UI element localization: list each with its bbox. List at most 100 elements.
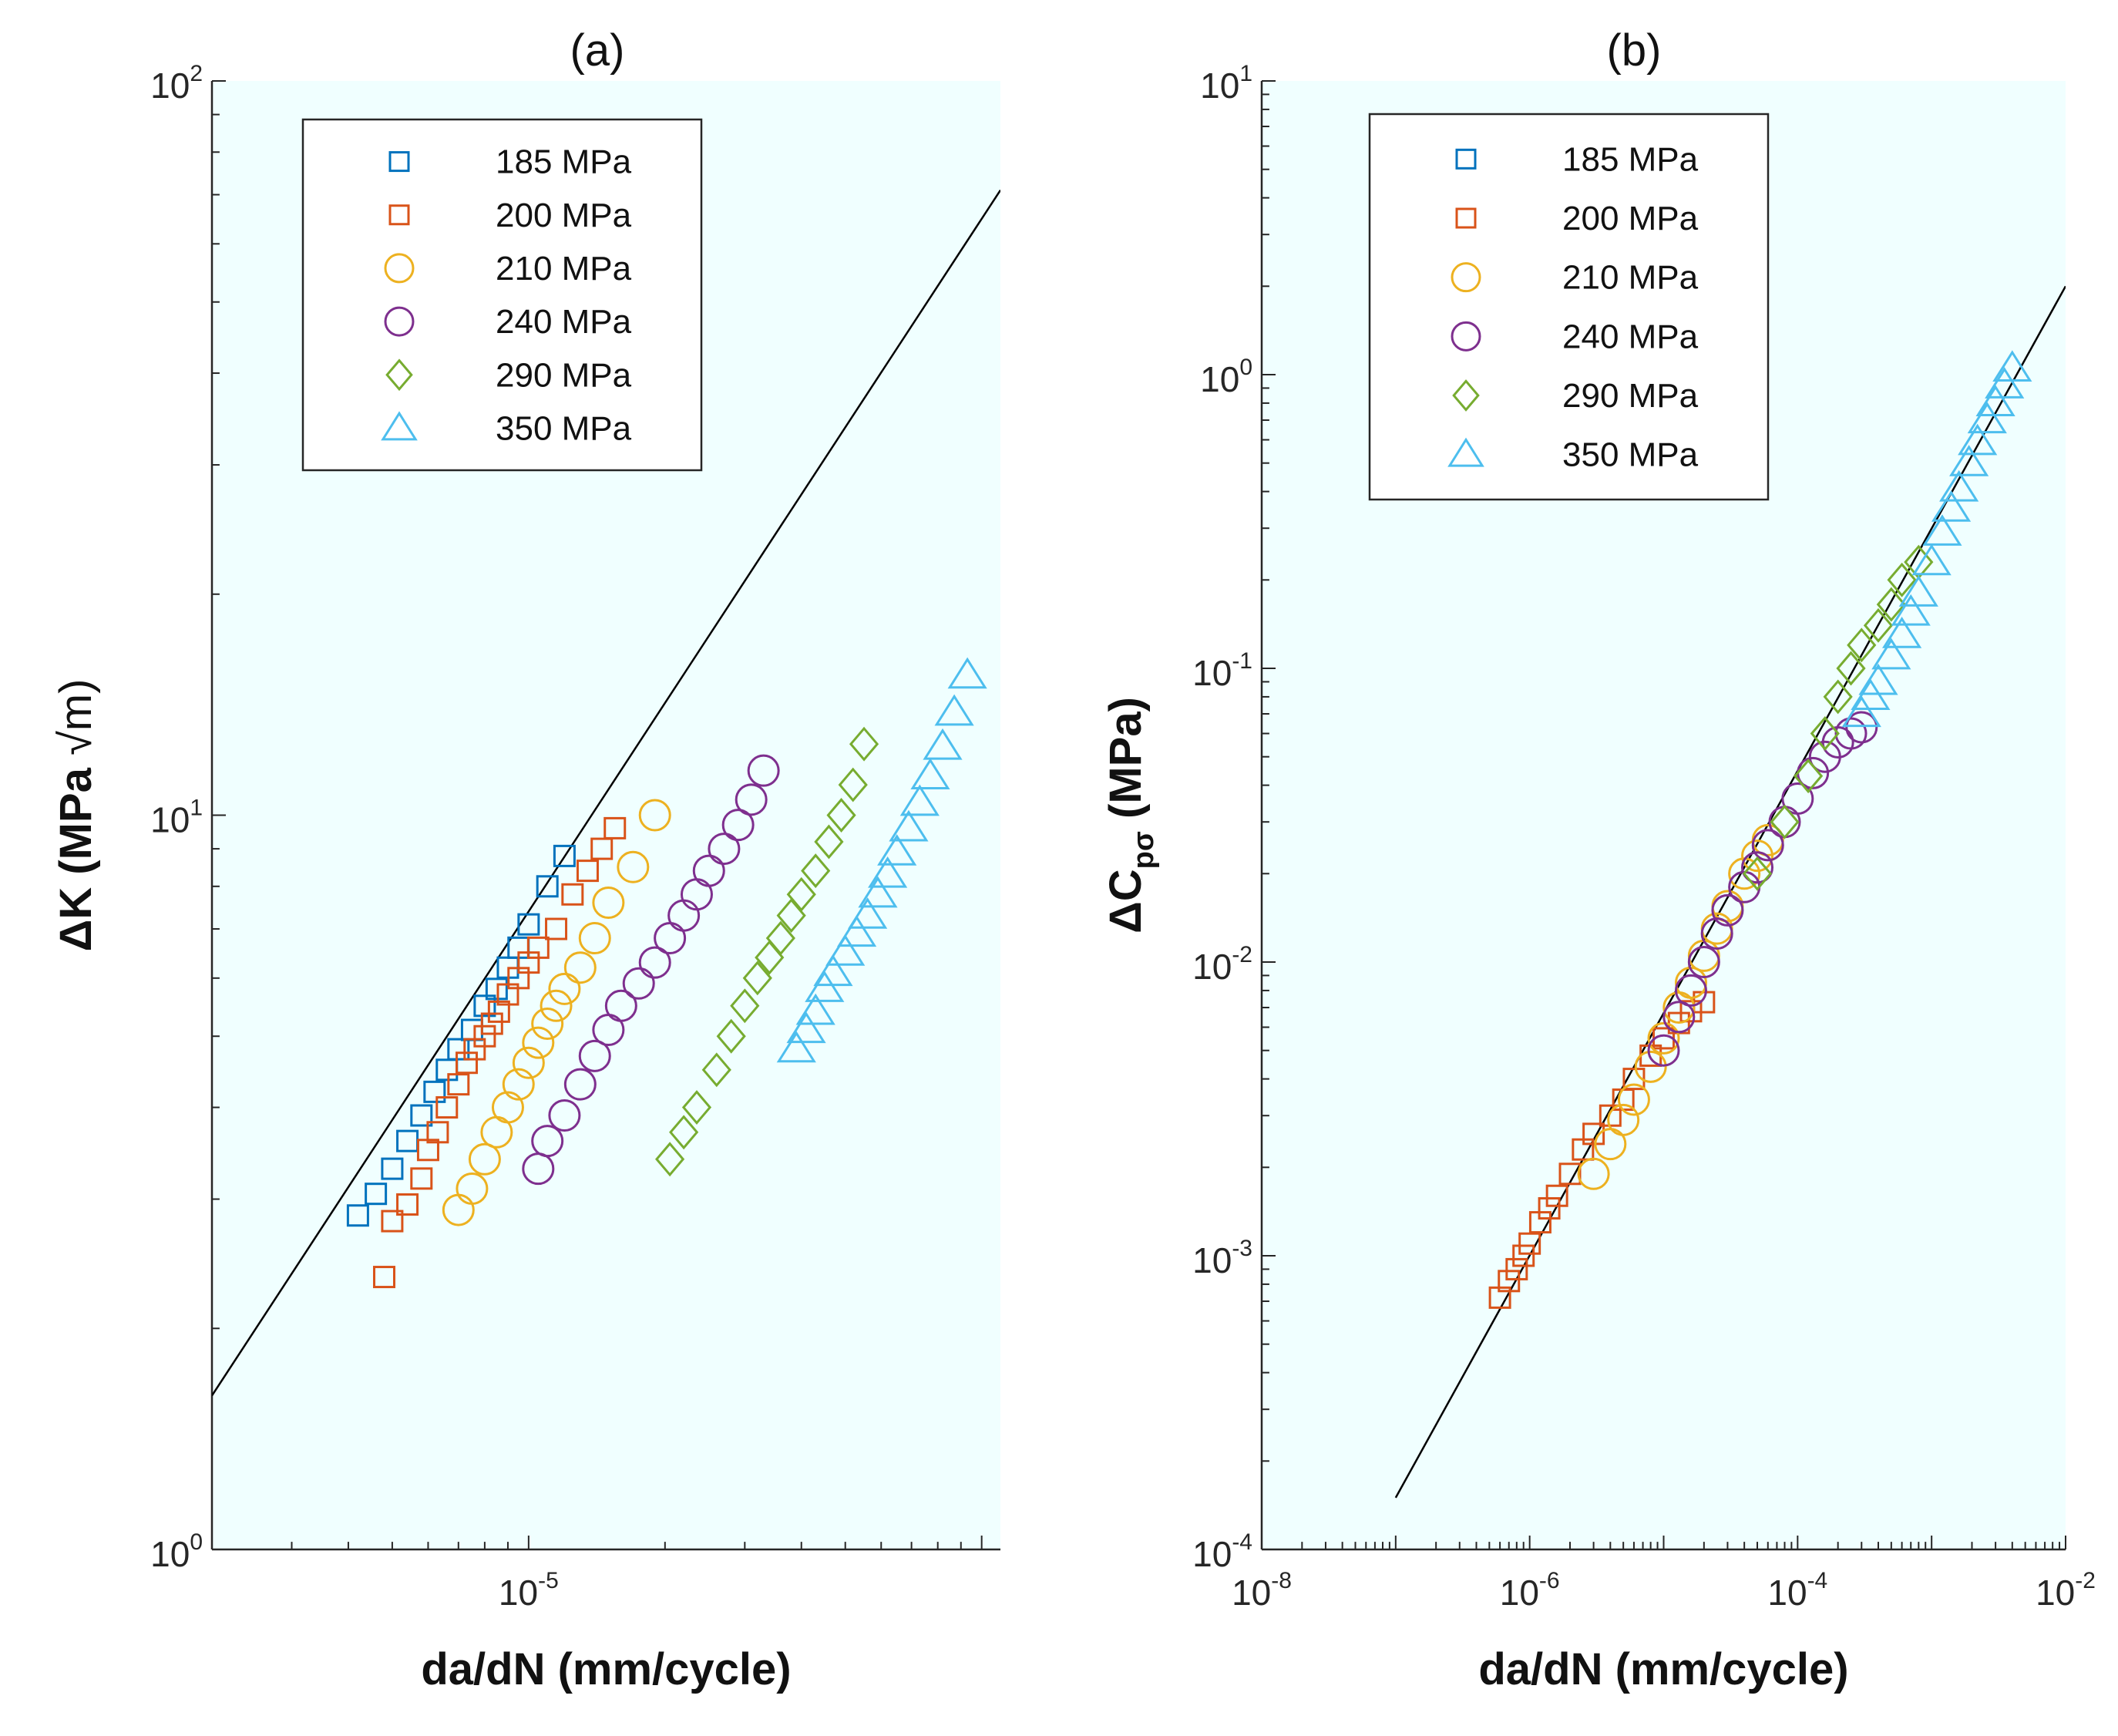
data-point [1512, 1244, 1535, 1267]
data-point [868, 856, 908, 888]
data-point [838, 767, 868, 802]
data-point [638, 799, 671, 832]
data-point [776, 1031, 816, 1063]
data-point [716, 1018, 746, 1054]
data-point [776, 898, 806, 934]
legend: 185 MPa 200 MPa 210 MPa 240 MPa 290 MPa 350 M… [301, 118, 703, 472]
legend-label: 185 MPa [496, 143, 632, 181]
y-tick-label: 100 [150, 1529, 203, 1574]
data-point [1674, 974, 1707, 1007]
series-210-mpa [442, 799, 671, 1226]
legend-marker [388, 151, 410, 173]
data-point [561, 883, 584, 906]
data-point [1949, 445, 1989, 476]
data-point [1845, 711, 1878, 744]
legend-label: 210 MPa [1562, 259, 1699, 297]
data-point [468, 1142, 501, 1176]
data-point [655, 1142, 685, 1177]
data-point [396, 1193, 419, 1216]
data-point [638, 946, 671, 979]
data-point [1871, 638, 1911, 670]
data-layer [212, 189, 1000, 1397]
data-point [1742, 856, 1773, 891]
x-tick-label: 10-8 [1232, 1568, 1292, 1613]
data-point [447, 1038, 470, 1061]
data-point [1700, 917, 1733, 950]
data-point [578, 1039, 611, 1072]
data-point [604, 989, 637, 1022]
data-point [346, 1204, 369, 1227]
data-point [742, 961, 772, 996]
data-point [1617, 1083, 1650, 1116]
data-point [1538, 1197, 1561, 1220]
y-tick-label: 100 [1200, 355, 1252, 399]
data-point [934, 694, 974, 726]
legend-label: 240 MPa [496, 303, 632, 341]
data-point [540, 989, 573, 1022]
data-point [545, 917, 568, 940]
data-point [423, 1080, 446, 1103]
legend-label: 200 MPa [1562, 200, 1699, 237]
x-axis-label: da/dN (mm/cycle) [1478, 1644, 1848, 1694]
data-point [485, 977, 508, 1001]
data-point [1958, 423, 1998, 456]
data-point [590, 837, 614, 860]
data-point [1967, 402, 2007, 434]
data-point [801, 853, 831, 889]
data-point [410, 1167, 433, 1190]
data-point [473, 1024, 496, 1048]
data-point [923, 728, 963, 760]
data-point [877, 834, 917, 866]
data-point [548, 1099, 581, 1132]
x-tick-label: 10-4 [1767, 1568, 1827, 1613]
panel-title: (b) [1607, 25, 1662, 76]
data-point [536, 875, 559, 898]
data-point [1841, 695, 1881, 728]
data-point [899, 784, 940, 816]
series-200-mpa [372, 816, 627, 1289]
data-point [1741, 851, 1774, 884]
legend-label: 290 MPa [1562, 377, 1699, 415]
data-point [735, 783, 768, 816]
data-point [1711, 893, 1744, 927]
data-point [1922, 514, 1962, 546]
data-point [526, 936, 550, 959]
series-350-mpa [776, 657, 987, 1063]
data-point [681, 1090, 712, 1125]
data-point [1687, 946, 1720, 978]
data-point [576, 860, 599, 883]
series-240-mpa [1647, 711, 1878, 1067]
legend-marker [1447, 437, 1484, 467]
data-point [517, 913, 540, 936]
data-point [480, 1012, 503, 1035]
data-point [1891, 594, 1931, 626]
x-tick-label: 10-6 [1500, 1568, 1560, 1613]
y-axis-label: ΔCpσ (MPa) [1101, 697, 1160, 934]
series-200-mpa [1488, 991, 1716, 1309]
y-tick-label: 101 [150, 796, 203, 840]
chart-panel-a: 100 101 102 10-5 (a) da/dN (mm/cycle) ΔK (MPa … [51, 25, 1000, 1694]
data-point [1794, 759, 1824, 794]
legend-marker [1451, 321, 1481, 352]
data-point [889, 809, 929, 842]
data-point [1662, 1001, 1696, 1034]
data-point [786, 876, 816, 912]
legend-label: 200 MPa [496, 197, 632, 234]
data-point [1577, 1157, 1610, 1190]
data-point [456, 1051, 479, 1075]
data-point [1975, 385, 2015, 417]
data-point [1622, 1068, 1646, 1091]
data-point [669, 1115, 699, 1150]
legend-box [1368, 113, 1770, 501]
data-point [848, 897, 888, 929]
data-point [692, 854, 725, 887]
data-point [1882, 616, 1922, 648]
data-point [1985, 367, 2025, 399]
data-point [805, 971, 845, 1002]
data-point [372, 1266, 395, 1289]
data-point [578, 922, 611, 955]
data-point [910, 758, 950, 790]
data-point [708, 833, 741, 866]
y-tick-label: 10-4 [1192, 1529, 1252, 1574]
data-point [456, 1172, 489, 1205]
